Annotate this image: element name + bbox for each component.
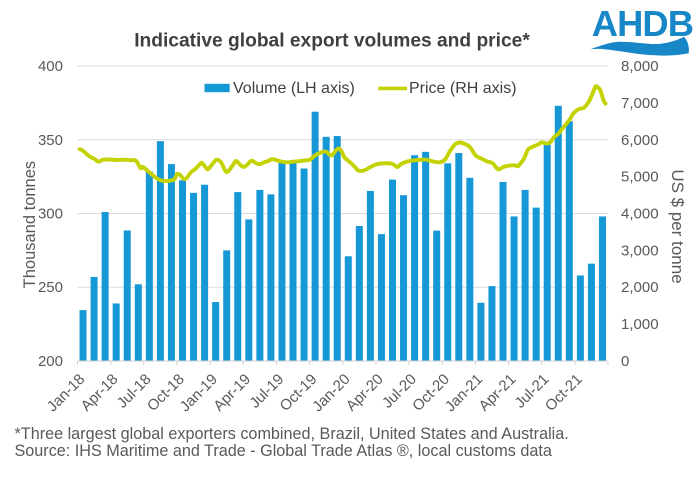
svg-text:6,000: 6,000 <box>621 132 659 149</box>
svg-text:4,000: 4,000 <box>621 206 659 223</box>
svg-text:US $ per tonne: US $ per tonne <box>668 169 687 283</box>
svg-text:250: 250 <box>38 279 63 296</box>
svg-text:Thousand tonnes: Thousand tonnes <box>21 161 39 289</box>
svg-text:Source: IHS Maritime and Trade: Source: IHS Maritime and Trade - Global … <box>15 442 552 460</box>
svg-text:AHDB: AHDB <box>592 3 693 44</box>
svg-text:8,000: 8,000 <box>621 58 659 75</box>
svg-text:300: 300 <box>38 206 63 223</box>
svg-text:Volume (LH axis): Volume (LH axis) <box>233 80 355 97</box>
svg-text:Price (RH axis): Price (RH axis) <box>409 80 517 97</box>
svg-text:3,000: 3,000 <box>621 242 659 259</box>
svg-text:200: 200 <box>38 353 63 370</box>
svg-text:2,000: 2,000 <box>621 279 659 296</box>
svg-text:350: 350 <box>38 132 63 149</box>
svg-text:400: 400 <box>38 58 63 75</box>
svg-text:5,000: 5,000 <box>621 169 659 186</box>
svg-text:Indicative global export volum: Indicative global export volumes and pri… <box>134 30 530 51</box>
svg-text:7,000: 7,000 <box>621 95 659 112</box>
svg-text:0: 0 <box>621 353 629 370</box>
svg-text:*Three largest global exporter: *Three largest global exporters combined… <box>15 425 569 443</box>
svg-text:1,000: 1,000 <box>621 316 659 333</box>
